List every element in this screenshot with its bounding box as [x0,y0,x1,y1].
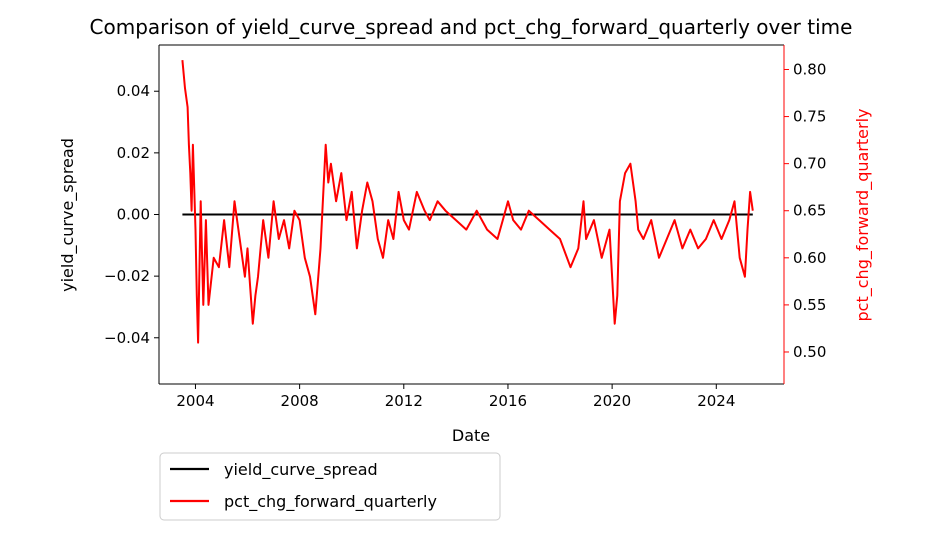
y-axis-label-right: pct_chg_forward_quarterly [853,109,873,322]
x-tick-label: 2012 [385,392,423,410]
y-tick-label-left: −0.04 [104,329,150,347]
y-tick-label-right: 0.70 [793,155,826,173]
x-axis-label: Date [452,426,490,445]
x-tick-label: 2004 [176,392,214,410]
y-tick-label-right: 0.60 [793,249,826,267]
y-tick-label-left: 0.04 [117,82,150,100]
chart-title: Comparison of yield_curve_spread and pct… [90,15,853,39]
plot-area: 2004 2008 2012 2016 2020 2024 −0.04 −0.02 0.00 0.… [104,44,826,410]
legend: yield_curve_spread pct_chg_forward_quart… [159,452,501,521]
series-line-pct-chg-forward-quarterly [181,60,754,344]
y-tick-label-left: 0.00 [117,206,150,224]
legend-label-yield-curve-spread: yield_curve_spread [224,460,378,480]
y-axis-label-left: yield_curve_spread [58,138,78,292]
y-tick-label-left: −0.02 [104,267,150,285]
legend-frame [159,452,501,521]
y-tick-label-right: 0.80 [793,60,826,78]
x-tick-label: 2024 [697,392,735,410]
x-tick-label: 2020 [593,392,631,410]
y-tick-label-right: 0.50 [793,343,826,361]
legend-label-pct-chg-forward-quarterly: pct_chg_forward_quarterly [224,492,437,512]
y-tick-label-right: 0.75 [793,108,826,126]
y-tick-label-right: 0.65 [793,202,826,220]
y-tick-label-right: 0.55 [793,296,826,314]
y-tick-label-left: 0.02 [117,144,150,162]
x-tick-label: 2008 [281,392,319,410]
x-tick-label: 2016 [489,392,527,410]
